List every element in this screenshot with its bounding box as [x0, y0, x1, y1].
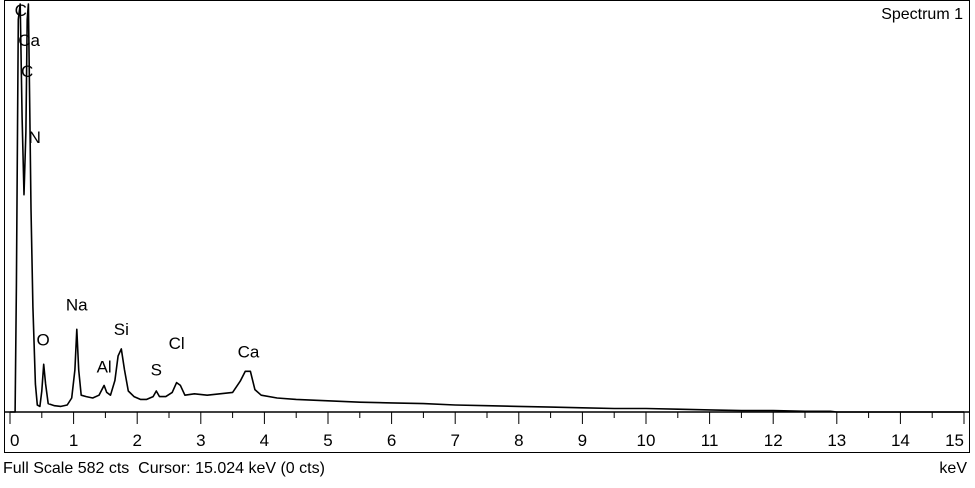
peak-label: Ca	[238, 342, 260, 361]
x-tick-label: 14	[891, 431, 910, 450]
peak-label: S	[151, 361, 162, 380]
x-axis-unit-label: keV	[939, 460, 967, 477]
x-tick-label: 8	[514, 431, 523, 450]
x-tick-label: 5	[323, 431, 332, 450]
x-tick-label: 13	[827, 431, 846, 450]
x-ticks	[9, 412, 965, 424]
peak-label: Cl	[169, 334, 185, 353]
x-tick-label: 11	[701, 431, 719, 450]
x-tick-label: 7	[450, 431, 459, 450]
x-tick-label: 2	[132, 431, 141, 450]
full-scale-readout: Full Scale 582 cts	[3, 460, 130, 477]
peak-label: C	[21, 62, 33, 81]
x-tick-label: 3	[196, 431, 205, 450]
x-tick-label: 12	[764, 431, 783, 450]
x-tick-labels: 0 1 2 3 4 5 6 7 8 9 10 11 12 13 14 15	[10, 431, 964, 450]
x-tick-label: 15	[945, 431, 964, 450]
peak-label: N	[29, 128, 41, 147]
x-tick-label: 10	[637, 431, 656, 450]
x-tick-label: 1	[69, 431, 78, 450]
x-tick-label: 0	[10, 431, 19, 450]
plot-border	[4, 0, 970, 453]
peak-label: Al	[97, 358, 112, 377]
spectrum-label: Spectrum 1	[881, 6, 963, 23]
cursor-readout: Cursor: 15.024 keV (0 cts)	[138, 460, 325, 477]
peak-label: Ca	[18, 31, 40, 50]
x-tick-label: 9	[578, 431, 587, 450]
peak-label: Si	[114, 320, 129, 339]
peak-label: Na	[66, 295, 88, 314]
status-readout: Full Scale 582 cts Cursor: 15.024 keV (0…	[3, 459, 325, 479]
peak-label: O	[36, 330, 49, 349]
peak-label: C	[15, 1, 27, 20]
x-tick-label: 6	[387, 431, 396, 450]
x-tick-label: 4	[260, 431, 269, 450]
spectrum-line	[10, 3, 964, 413]
